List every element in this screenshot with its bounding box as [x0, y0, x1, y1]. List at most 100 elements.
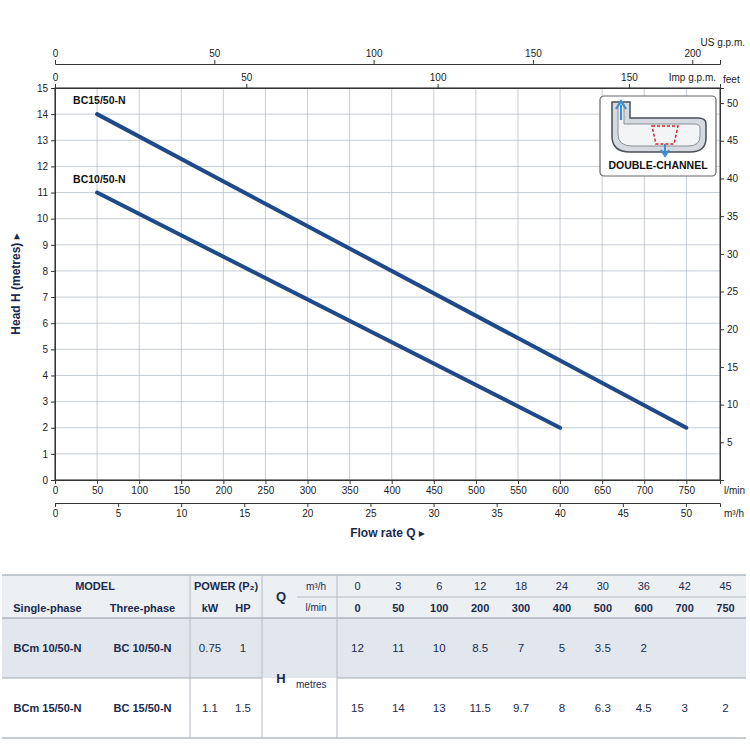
tick: 50: [681, 503, 693, 519]
tick-mark: [51, 114, 55, 115]
tick-mark: [51, 323, 55, 324]
tick: 45: [618, 503, 630, 519]
tick-mark: [51, 219, 55, 220]
grid-line-y: [55, 349, 720, 350]
tick: 350: [342, 480, 359, 496]
tick-mark: [244, 503, 245, 507]
tick-mark: [350, 480, 351, 484]
table-text: 11: [392, 642, 404, 654]
grid-line-y: [55, 401, 720, 402]
tick: 150: [621, 72, 638, 88]
table-text: 12: [474, 580, 486, 592]
table-text: 10: [433, 642, 446, 654]
tick: 100: [131, 480, 148, 496]
tick-mark: [308, 480, 309, 484]
tick: 30: [428, 503, 440, 519]
tick-mark: [51, 454, 55, 455]
inset-channel: [618, 104, 700, 146]
table-text: 600: [635, 602, 653, 614]
table-text: 1: [240, 642, 246, 654]
background: [0, 0, 750, 750]
tick-mark: [51, 480, 55, 481]
tick-label: 15: [37, 83, 49, 94]
tick-mark: [55, 480, 56, 484]
tick-mark: [720, 367, 724, 368]
table-text: Single-phase: [13, 602, 81, 614]
tick: 0: [53, 480, 59, 496]
tick: 15: [37, 83, 55, 94]
grid-line-x: [349, 88, 350, 480]
table-text: 8: [559, 702, 565, 714]
tick: 10: [176, 503, 188, 519]
tick-label: 150: [173, 485, 190, 496]
tick: 25: [720, 286, 739, 297]
tick-label: 2: [42, 422, 48, 433]
grid-line-x: [433, 88, 434, 480]
tick: 15: [239, 503, 251, 519]
tick: 10: [720, 399, 739, 410]
table-text: 200: [471, 602, 489, 614]
tick: 40: [555, 503, 567, 519]
table-text: 24: [556, 580, 568, 592]
tick: 400: [384, 480, 401, 496]
tick-mark: [51, 428, 55, 429]
tick-mark: [560, 503, 561, 507]
tick-label: 550: [510, 485, 527, 496]
x2-axis-line: [56, 504, 721, 508]
tick: 5: [720, 437, 733, 448]
table-text: 1.5: [235, 702, 251, 714]
tick: 13: [37, 135, 55, 146]
tick: 25: [365, 503, 377, 519]
table-rule: [2, 617, 746, 618]
tick-mark: [55, 503, 56, 507]
table-header-bg: [2, 575, 746, 618]
tick-label: 25: [727, 286, 739, 297]
table-text: 45: [719, 580, 731, 592]
tick: 0: [42, 475, 55, 486]
tick-label: 600: [552, 485, 569, 496]
table-text: 14: [392, 702, 405, 714]
table-text: 400: [553, 602, 571, 614]
tick: 50: [720, 98, 739, 109]
tick-label: 650: [594, 485, 611, 496]
tick-label: 12: [37, 161, 49, 172]
tick-mark: [223, 480, 224, 484]
table-text: 0: [354, 580, 360, 592]
tick-label: 300: [300, 485, 317, 496]
series-line: [97, 193, 560, 428]
tick-mark: [118, 503, 119, 507]
tick-mark: [51, 402, 55, 403]
table-text: Three-phase: [110, 602, 175, 614]
table-text: 4.5: [636, 702, 652, 714]
table-rule: [2, 737, 746, 738]
tick-mark: [434, 503, 435, 507]
top-axis-unit: US g.p.m.: [701, 37, 745, 48]
tick-label: 200: [216, 485, 233, 496]
tick: 8: [42, 266, 55, 277]
table-rule: [2, 678, 262, 679]
grid: [55, 88, 720, 480]
table-rule: [262, 575, 263, 738]
tick-label: 40: [555, 508, 567, 519]
tick: 12: [37, 161, 55, 172]
table-text: 30: [597, 580, 609, 592]
top-axis-unit: Imp g.p.m.: [669, 72, 716, 83]
y2-unit: feet: [723, 74, 740, 85]
table-rule: [297, 597, 746, 598]
top-axis: 050100150200: [53, 48, 721, 65]
inset-housing: [612, 102, 706, 152]
tick-mark: [623, 503, 624, 507]
tick-label: 400: [384, 485, 401, 496]
table-rule: [2, 574, 746, 575]
tick-label: 13: [37, 135, 49, 146]
tick-mark: [181, 480, 182, 484]
x-unit: l/min: [724, 485, 745, 496]
table-text: 750: [716, 602, 734, 614]
inset-label: DOUBLE-CHANNEL: [608, 159, 708, 171]
tick-mark: [51, 375, 55, 376]
tick-mark: [55, 60, 56, 64]
tick-label: 100: [366, 48, 383, 59]
tick-mark: [686, 480, 687, 484]
tick: 200: [684, 48, 701, 64]
tick-label: 500: [468, 485, 485, 496]
